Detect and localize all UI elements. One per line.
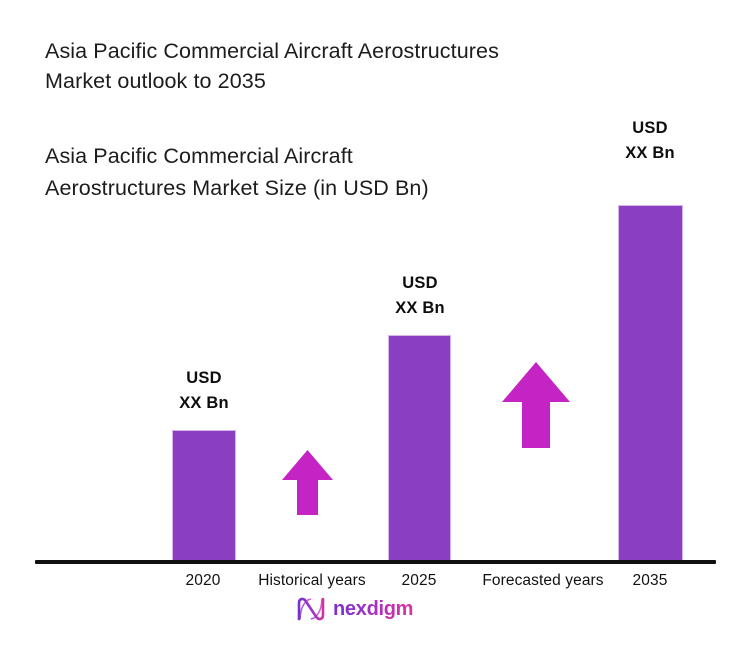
growth-arrow-forecast-icon <box>502 362 570 448</box>
nexdigm-wordmark: nexdigm <box>333 598 414 620</box>
x-axis-line <box>35 560 716 564</box>
x-axis-label-2025: 2025 <box>401 572 437 589</box>
bar-value-label-2020: USD XX Bn <box>179 369 229 412</box>
x-axis-label-historical-years: Historical years <box>258 572 366 589</box>
bar-2020 <box>172 430 236 563</box>
bar-value-label-2035: USD XX Bn <box>625 119 675 162</box>
bar-value-label-2025: USD XX Bn <box>395 274 445 317</box>
nexdigm-logo: nexdigm <box>296 596 413 622</box>
nexdigm-wave-n-icon <box>297 597 325 621</box>
x-axis-label-2020: 2020 <box>185 572 221 589</box>
chart-subtitle: Asia Pacific Commercial Aircraft Aerostr… <box>45 144 429 200</box>
bar-2035 <box>618 205 683 563</box>
page-title: Asia Pacific Commercial Aircraft Aerostr… <box>45 39 499 93</box>
x-axis-label-2035: 2035 <box>632 572 668 589</box>
x-axis-label-forecasted-years: Forecasted years <box>482 572 604 589</box>
bar-2025 <box>388 335 451 563</box>
growth-arrow-historical-icon <box>282 450 333 515</box>
